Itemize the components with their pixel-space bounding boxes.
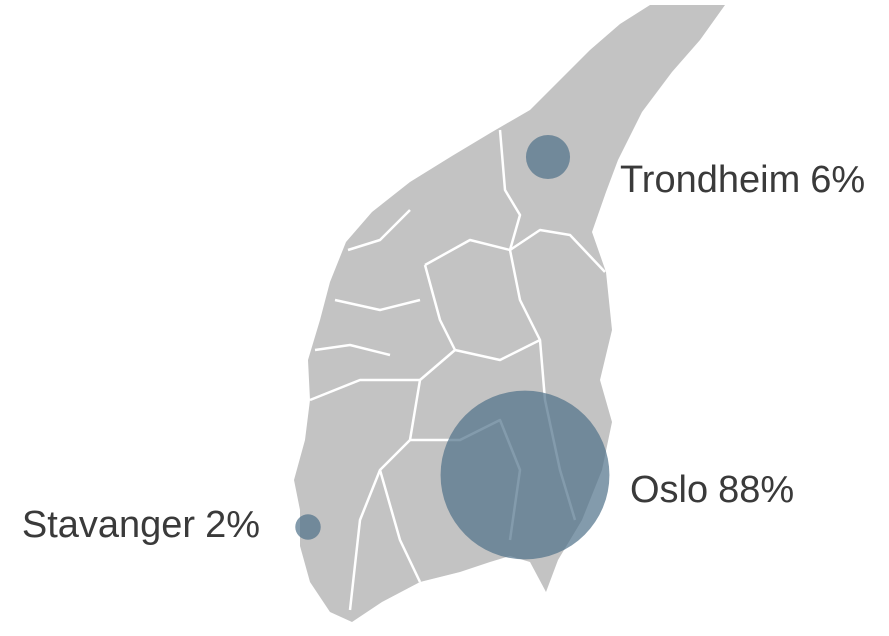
city-label: Oslo 88% [630, 469, 794, 511]
region-border [309, 378, 420, 402]
city-label: Trondheim 6% [620, 159, 865, 201]
land [294, 5, 725, 622]
city-label: Stavanger 2% [22, 504, 260, 546]
region-border [454, 338, 541, 362]
region-border [378, 469, 422, 583]
bubble [440, 390, 610, 560]
region-border [424, 228, 606, 273]
region-border [498, 129, 522, 251]
bubble [525, 134, 571, 180]
region-border [348, 264, 457, 611]
region-border [314, 209, 421, 357]
city-name: Stavanger [22, 504, 196, 546]
city-name: Trondheim [620, 159, 800, 201]
city-share: 88% [718, 469, 794, 511]
city-share: 6% [810, 159, 865, 201]
markers: Trondheim 6% Oslo 88% Stavanger 2% [22, 134, 865, 560]
city-name: Oslo [630, 469, 708, 511]
city-share: 2% [205, 504, 260, 546]
bubble [295, 514, 321, 540]
